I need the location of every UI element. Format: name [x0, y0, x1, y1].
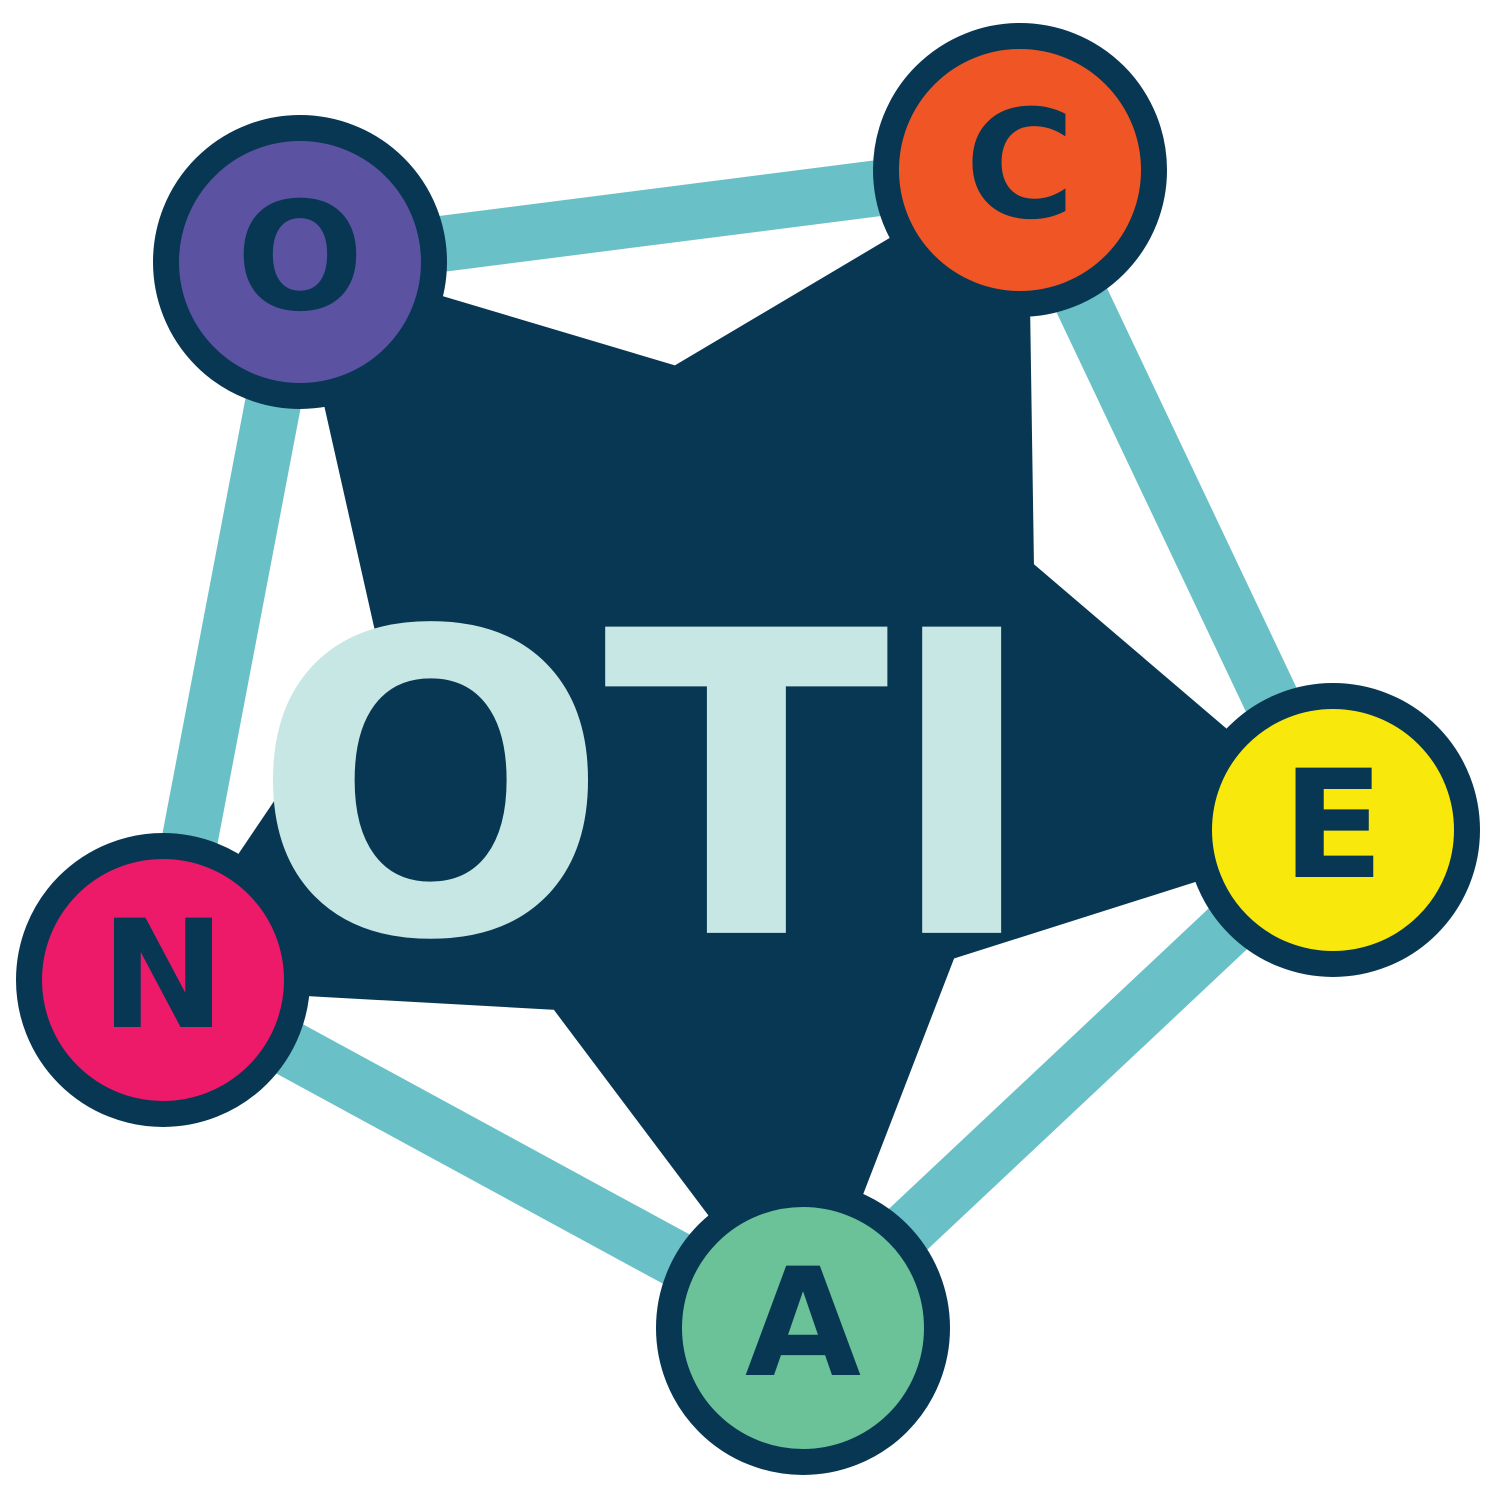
- node-c: C: [873, 23, 1167, 317]
- node-a: A: [656, 1181, 950, 1475]
- node-o-circle: [153, 115, 447, 409]
- node-a-letter: A: [745, 1237, 861, 1411]
- node-n: N: [16, 833, 310, 1127]
- node-e: E: [1186, 683, 1480, 977]
- node-c-circle: [873, 23, 1167, 317]
- node-e-letter: E: [1282, 739, 1384, 913]
- node-n-circle: [16, 833, 310, 1127]
- node-o: O: [153, 115, 447, 409]
- node-a-circle: [656, 1181, 950, 1475]
- node-c-letter: C: [965, 79, 1075, 253]
- node-e-circle: [1186, 683, 1480, 977]
- center-title: OTI: [252, 544, 1034, 1033]
- node-n-letter: N: [100, 889, 226, 1063]
- node-o-letter: O: [236, 171, 364, 345]
